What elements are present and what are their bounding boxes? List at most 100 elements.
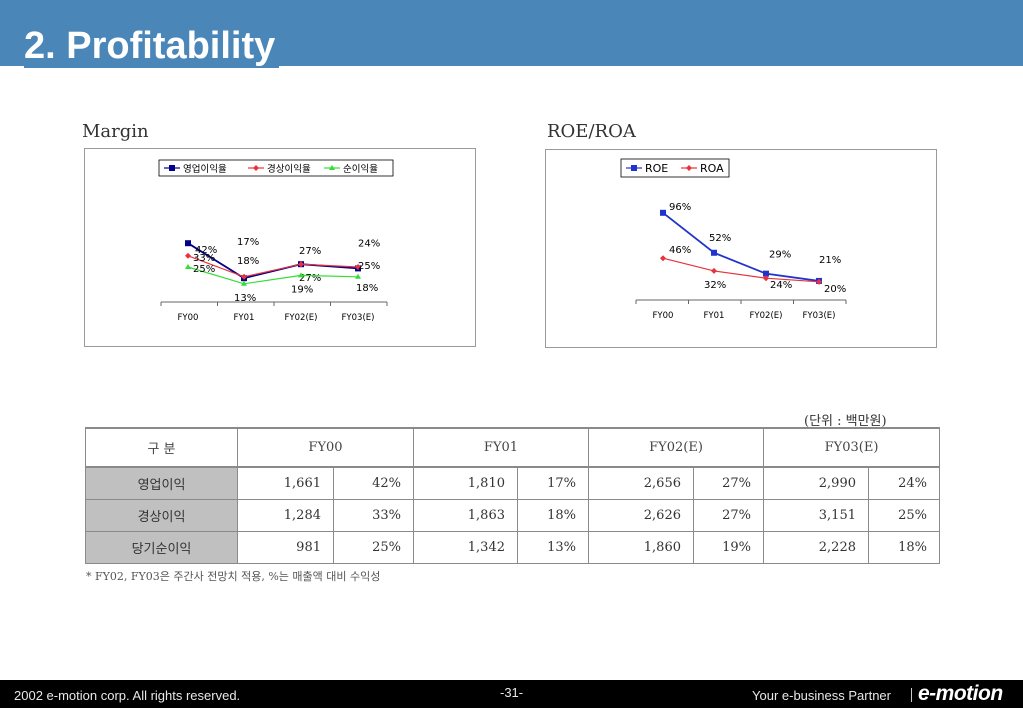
data-label: 19%: [291, 284, 313, 295]
data-label: 96%: [669, 202, 691, 213]
legend-marker: [253, 165, 259, 171]
data-point: [241, 273, 247, 280]
legend-entry: 영업이익율: [183, 163, 227, 175]
data-label: 33%: [193, 253, 215, 264]
x-tick-label: FY02(E): [750, 311, 783, 321]
table-row: 경상이익 1,284 33% 1,863 18% 2,626 27% 3,151…: [85, 499, 940, 532]
table-cell: 27%: [693, 499, 764, 532]
table-cell: 2,626: [588, 499, 694, 532]
table-header-fy01: FY01: [413, 427, 589, 468]
table-cell: 2,656: [588, 466, 694, 500]
table-cell: 1,342: [413, 531, 518, 564]
legend-entry: ROE: [645, 162, 668, 175]
table-cell: 33%: [333, 499, 414, 532]
margin-chart-title: Margin: [82, 121, 149, 142]
data-point: [185, 252, 191, 259]
data-label: 25%: [193, 264, 215, 275]
table-header-fy03: FY03(E): [763, 427, 940, 468]
table-row: 영업이익 1,661 42% 1,810 17% 2,656 27% 2,990…: [85, 466, 940, 500]
data-label: 17%: [237, 237, 259, 248]
x-tick-label: FY02(E): [285, 313, 318, 323]
e-motion-logo: e-motion: [918, 682, 1003, 705]
table-cell: 25%: [333, 531, 414, 564]
table-cell: 3,151: [763, 499, 869, 532]
roe-roa-chart-title: ROE/ROA: [547, 121, 636, 142]
legend-entry: ROA: [700, 162, 724, 175]
data-label: 29%: [769, 250, 791, 261]
data-label: 24%: [358, 238, 380, 249]
legend-marker: [631, 165, 637, 171]
table-cell: 18%: [868, 531, 940, 564]
table-corner-label: 구 분: [85, 427, 238, 468]
series-line: [662, 257, 820, 283]
x-tick-label: FY03(E): [803, 311, 836, 321]
data-label: 24%: [770, 280, 792, 291]
table-cell: 42%: [333, 466, 414, 500]
table-row: 당기순이익 981 25% 1,342 13% 1,860 19% 2,228 …: [85, 531, 940, 564]
legend-box: [620, 158, 730, 178]
table-cell: 1,810: [413, 466, 518, 500]
data-label: 52%: [709, 233, 731, 244]
data-point: [185, 240, 191, 247]
row-label: 영업이익: [85, 466, 238, 500]
data-label: 21%: [819, 255, 841, 266]
unit-note: (단위 : 백만원): [804, 414, 887, 429]
footer-divider: [911, 688, 912, 702]
data-point: [711, 249, 717, 256]
data-point: [241, 280, 247, 286]
data-label: 42%: [195, 245, 217, 256]
margin-chart: FY00 FY01 FY02(E) FY03(E) 영업이익율 경상이익율 순이익율 42% 1…: [84, 148, 476, 347]
copyright-text: 2002 e-motion corp. All rights reserved.: [14, 688, 241, 703]
row-label: 당기순이익: [85, 531, 238, 564]
data-point: [660, 255, 666, 262]
data-label: 32%: [704, 280, 726, 291]
table-cell: 25%: [868, 499, 940, 532]
data-point: [355, 264, 361, 270]
table-cell: 18%: [517, 499, 589, 532]
table-cell: 2,228: [763, 531, 869, 564]
x-tick-label: FY03(E): [342, 313, 375, 323]
table-cell: 1,863: [413, 499, 518, 532]
row-label: 경상이익: [85, 499, 238, 532]
data-label: 46%: [669, 245, 691, 256]
table-header-fy02: FY02(E): [588, 427, 764, 468]
data-point: [711, 267, 717, 274]
profitability-table: 구 분 FY00 FY01 FY02(E) FY03(E) 영업이익 1,661…: [85, 427, 940, 564]
data-point: [660, 209, 666, 216]
data-label: 20%: [824, 284, 846, 295]
table-cell: 24%: [868, 466, 940, 500]
page-title: 2. Profitability: [24, 24, 280, 68]
series-line: [187, 255, 359, 278]
data-point: [185, 264, 191, 269]
legend-entry: 순이익율: [343, 163, 378, 175]
data-label: 25%: [358, 261, 380, 272]
table-header-fy00: FY00: [237, 427, 414, 468]
data-label: 18%: [356, 283, 378, 294]
data-label: 13%: [234, 293, 256, 304]
data-point: [298, 261, 304, 268]
roe-roa-chart: FY00 FY01 FY02(E) FY03(E) ROE ROA 96% 52% 29% 21%…: [545, 149, 937, 348]
data-point: [298, 272, 304, 278]
legend-marker: [686, 165, 692, 171]
table-cell: 2,990: [763, 466, 869, 500]
table-cell: 19%: [693, 531, 764, 564]
legend-marker: [329, 165, 335, 170]
table-cell: 981: [237, 531, 334, 564]
table-cell: 17%: [517, 466, 589, 500]
data-point: [816, 278, 822, 285]
data-point: [763, 275, 769, 282]
table-header-row: 구 분 FY00 FY01 FY02(E) FY03(E): [85, 427, 940, 468]
legend-box: [158, 159, 394, 177]
footer-bar: 2002 e-motion corp. All rights reserved.…: [0, 680, 1023, 708]
tagline: Your e-business Partner: [752, 688, 891, 703]
x-tick-label: FY01: [234, 313, 255, 323]
x-tick-label: FY01: [704, 311, 725, 321]
legend-marker: [169, 165, 175, 171]
x-tick-label: FY00: [178, 313, 199, 323]
data-label: 18%: [237, 256, 259, 267]
data-point: [763, 270, 769, 277]
series-line: [187, 266, 359, 285]
table-cell: 27%: [693, 466, 764, 500]
data-label: 27%: [299, 246, 321, 257]
roe-roa-chart-svg: FY00 FY01 FY02(E) FY03(E) ROE ROA 96% 52% 29% 21%…: [620, 158, 847, 321]
